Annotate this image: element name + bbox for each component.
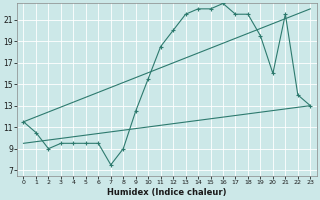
- X-axis label: Humidex (Indice chaleur): Humidex (Indice chaleur): [107, 188, 227, 197]
